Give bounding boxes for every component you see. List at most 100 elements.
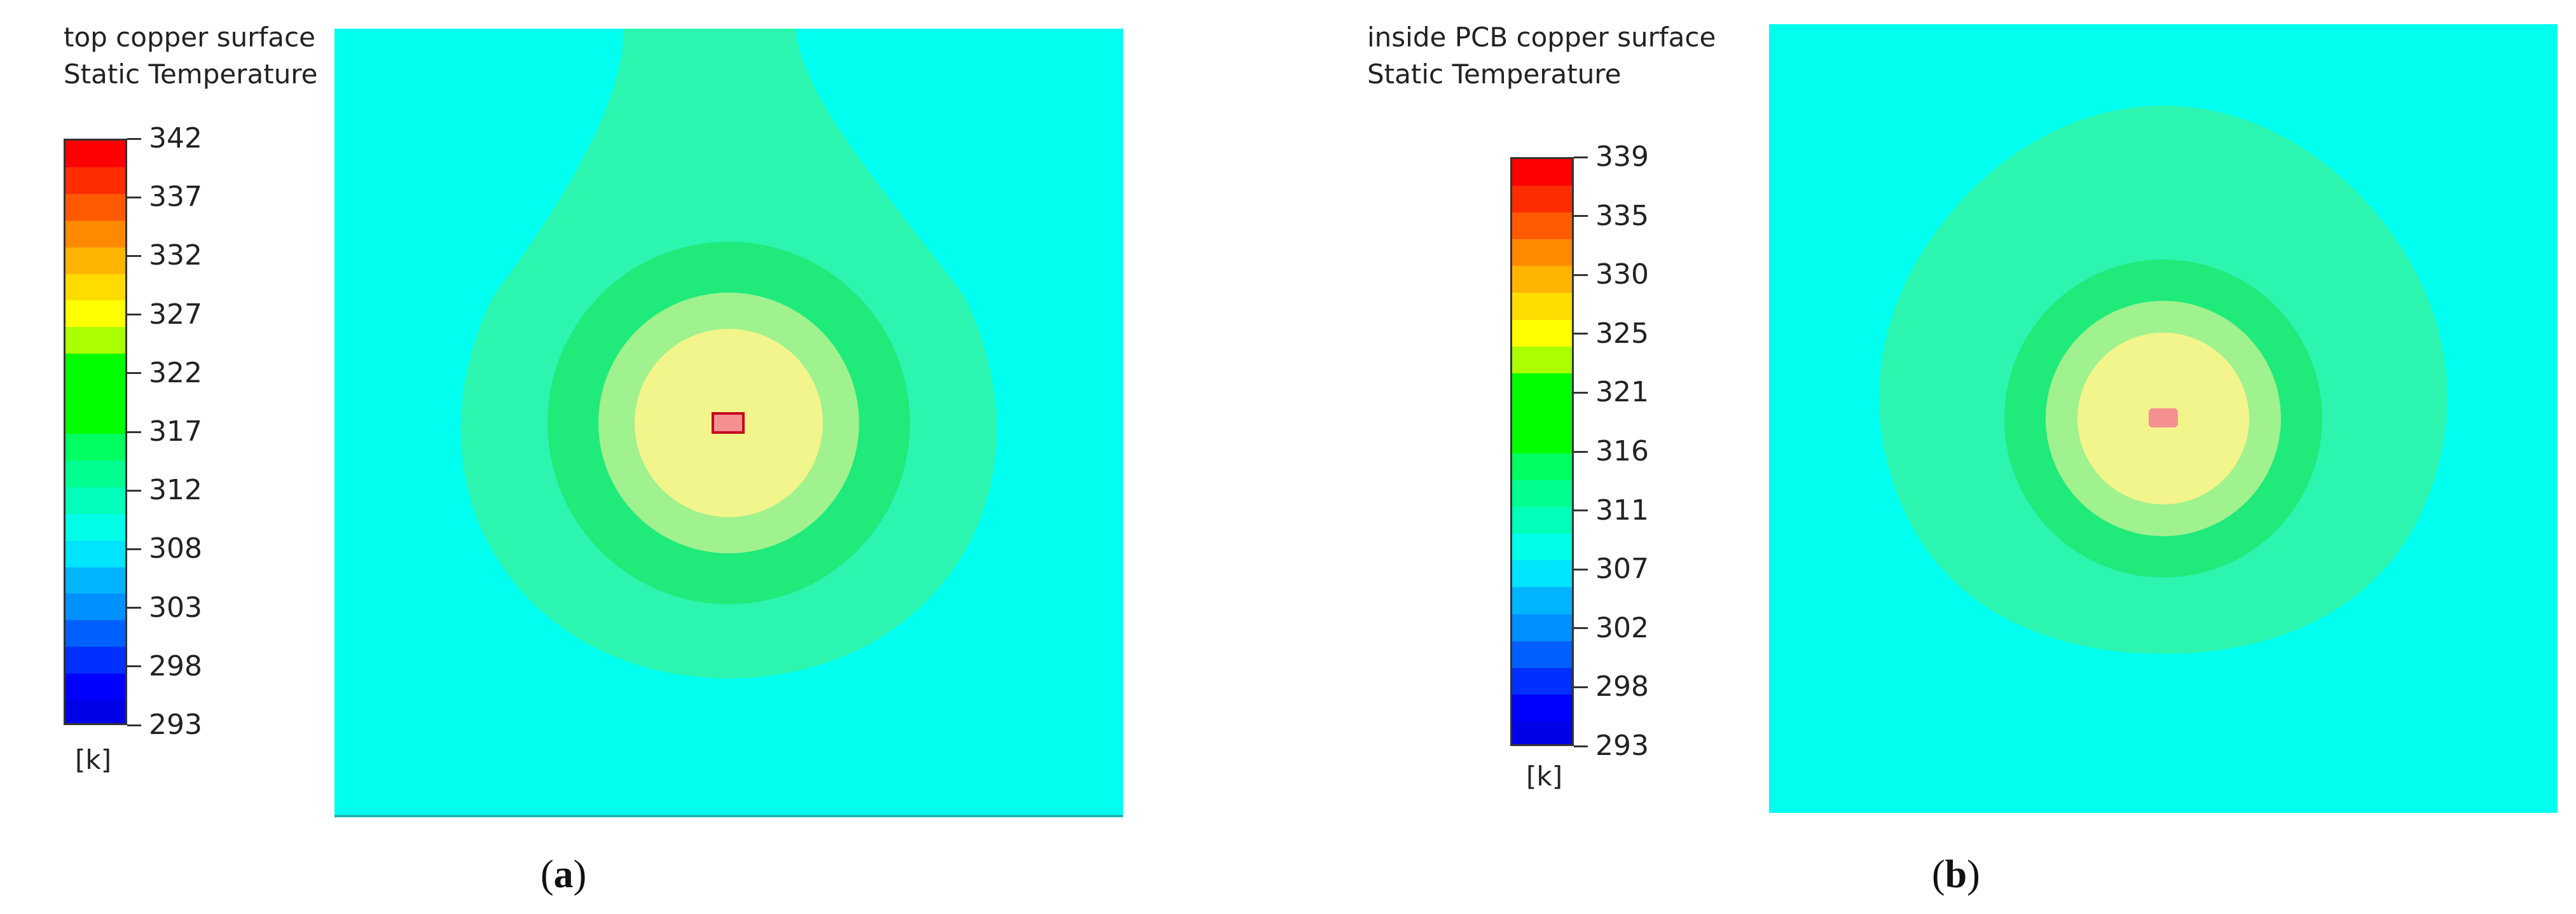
panel-a-unit-label: [k]: [75, 744, 112, 775]
panel-b-hotspot: [2149, 408, 2178, 427]
panel-b-colorbar-tick-label: 321: [1595, 376, 1649, 409]
panel-b-colorbar-tickmark: [1574, 391, 1588, 394]
panel-a-colorbar-tickmark: [127, 137, 141, 140]
panel-b-colorbar-segment: [1512, 694, 1572, 722]
panel-b-colorbar-tickmark: [1574, 509, 1588, 512]
panel-a-colorbar-segment: [65, 274, 125, 301]
panel-a-colorbar-segment: [65, 141, 125, 167]
panel-b-colorbar-tick-label: 307: [1595, 553, 1649, 586]
panel-a-title-line1: top copper surface: [64, 22, 315, 53]
panel-b-colorbar-segment: [1512, 587, 1572, 615]
panel-b-caption: (b): [1932, 853, 1980, 896]
panel-b-colorbar-segment: [1512, 560, 1572, 588]
panel-b-colorbar-tickmark: [1574, 274, 1588, 276]
panel-a-colorbar: 342 337 332 327 322 317 312 308 303 298 293: [64, 125, 202, 739]
panel-a-colorbar-segment: [65, 354, 125, 381]
panel-b-colorbar-segment: [1512, 454, 1572, 481]
panel-b-title-line1: inside PCB copper surface: [1367, 22, 1716, 53]
panel-a-colorbar-tickmark: [127, 607, 141, 609]
panel-b-field-svg: [1769, 24, 2558, 813]
panel-a-colorbar-tick-label: 327: [149, 298, 202, 331]
panel-a-colorbar-tickmark: [127, 372, 141, 375]
panel-a-colorbar-segment: [65, 434, 125, 460]
panel-a-colorbar-segment: [65, 567, 125, 594]
panel-b-colorbar-tickmark: [1574, 215, 1588, 218]
panel-a-colorbar-tickmark: [127, 548, 141, 550]
panel-a-colorbar-segment: [65, 513, 125, 541]
panel-b-colorbar-segment: [1512, 346, 1572, 374]
panel-a-colorbar-segment: [65, 460, 125, 487]
panel-a-colorbar-tick-label: 317: [149, 415, 202, 448]
panel-b-colorbar-tickmark: [1574, 450, 1588, 453]
panel-b-colorbar-segment: [1512, 614, 1572, 642]
panel-b-colorbar-tickmark: [1574, 686, 1588, 688]
panel-a-colorbar-tick-label: 322: [149, 356, 202, 389]
panel-a-colorbar-tick-label: 332: [149, 239, 202, 272]
panel-b-colorbar-segment: [1512, 640, 1572, 668]
panel-a-title-line2: Static Temperature: [64, 59, 318, 90]
panel-a-colorbar-segment: [65, 407, 125, 434]
panel-b-colorbar-strip: [1510, 157, 1574, 746]
panel-a-colorbar-segment: [65, 380, 125, 408]
panel-b-colorbar-tickmark: [1574, 568, 1588, 571]
panel-b-colorbar-tickmark: [1574, 745, 1588, 747]
panel-b-colorbar-segment: [1512, 212, 1572, 240]
panel-b-colorbar-segment: [1512, 319, 1572, 347]
panel-b-temperature-field: [1769, 24, 2558, 813]
panel-a-colorbar-segment: [65, 247, 125, 274]
panel-b-colorbar-segment: [1512, 534, 1572, 562]
panel-a-colorbar-segment: [65, 220, 125, 247]
panel-a-caption: (a): [541, 853, 587, 896]
panel-b-colorbar-tick-label: 339: [1595, 141, 1649, 173]
panel-a-field-svg: [334, 29, 1123, 817]
panel-a-colorbar-segment: [65, 647, 125, 674]
panel-b-colorbar-segment: [1512, 293, 1572, 321]
panel-a-colorbar-tickmark: [127, 665, 141, 668]
panel-a-colorbar-segment: [65, 193, 125, 221]
panel-a-colorbar-segment: [65, 700, 125, 723]
panel-b-colorbar-tick-label: 316: [1595, 435, 1649, 467]
panel-a-colorbar-segment: [65, 327, 125, 354]
panel-b-colorbar-tick-label: 325: [1595, 317, 1649, 350]
panel-a-colorbar-segment: [65, 674, 125, 701]
panel-a-title: top copper surface Static Temperature: [64, 19, 318, 93]
panel-b-title: inside PCB copper surface Static Tempera…: [1367, 19, 1716, 93]
panel-b-colorbar-segment: [1512, 373, 1572, 401]
panel-a-colorbar-tickmark: [127, 489, 141, 492]
panel-b-colorbar-tickmark: [1574, 627, 1588, 630]
panel-b-colorbar-tickmark: [1574, 333, 1588, 335]
panel-a-colorbar-tickmark: [127, 314, 141, 316]
panel-b-colorbar-segment: [1512, 426, 1572, 454]
panel-a-colorbar-tick-label: 337: [149, 181, 202, 214]
panel-a-caption-letter: a: [553, 853, 574, 896]
panel-b-colorbar-tick-label: 330: [1595, 258, 1649, 291]
panel-b-colorbar-segment: [1512, 159, 1572, 186]
panel-b-colorbar-tick-label: 298: [1595, 670, 1649, 703]
panel-a-colorbar-tickmark: [127, 254, 141, 257]
panel-b-title-line2: Static Temperature: [1367, 59, 1622, 90]
panel-a-hotspot: [712, 412, 745, 434]
panel-a-colorbar-segment: [65, 167, 125, 194]
panel-b-colorbar-segment: [1512, 399, 1572, 427]
panel-b-colorbar-tick-label: 311: [1595, 494, 1649, 527]
panel-a-colorbar-segment: [65, 620, 125, 647]
panel-b-colorbar-tick-label: 293: [1595, 730, 1649, 762]
panel-b-unit-label: [k]: [1526, 761, 1563, 792]
panel-a-colorbar-tick-label: 298: [149, 649, 202, 682]
panel-b-colorbar-tick-label: 302: [1595, 611, 1649, 644]
panel-b-colorbar-tick-label: 335: [1595, 199, 1649, 232]
panel-b-colorbar-segment: [1512, 480, 1572, 508]
panel-b-colorbar-segment: [1512, 507, 1572, 535]
panel-a-colorbar-tick-label: 342: [149, 122, 202, 155]
panel-a-temperature-field: [334, 29, 1123, 817]
panel-a-colorbar-tick-label: 308: [149, 532, 202, 565]
panel-b-colorbar-segment: [1512, 186, 1572, 214]
panel-b-colorbar-tickmark: [1574, 156, 1588, 158]
panel-b-caption-letter: b: [1945, 853, 1967, 896]
panel-a-colorbar-segment: [65, 593, 125, 621]
panel-b-colorbar-segment: [1512, 239, 1572, 267]
panel-b-colorbar: 339 335 330 325 321 316 311 307 302 298 293: [1510, 143, 1649, 760]
panel-b-colorbar-segment: [1512, 266, 1572, 294]
panel-a-colorbar-tickmark: [127, 196, 141, 198]
panel-a-colorbar-tick-label: 312: [149, 474, 202, 507]
